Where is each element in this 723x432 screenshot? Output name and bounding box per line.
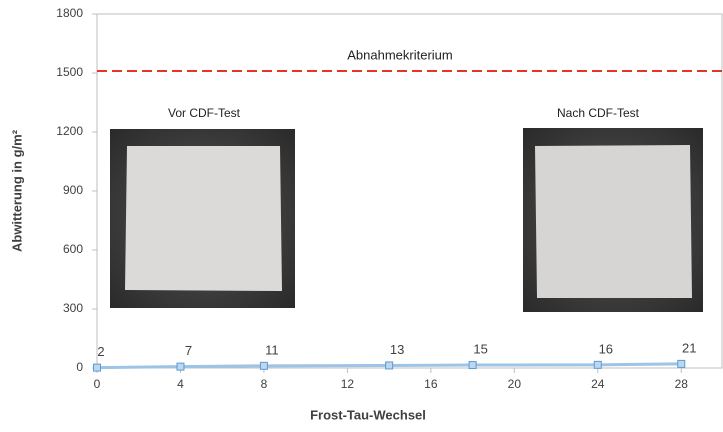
chart: Frost-Tau-Wechsel Abwitterung in g/m² 0 3… xyxy=(0,0,723,432)
y-axis-title: Abwitterung in g/m² xyxy=(9,129,24,252)
data-label: 21 xyxy=(682,340,696,355)
x-tick-label: 28 xyxy=(675,377,689,391)
point xyxy=(678,360,685,367)
x-tick-label: 8 xyxy=(261,377,268,391)
data-label: 2 xyxy=(97,344,104,359)
photo-label: Nach CDF-Test xyxy=(557,106,640,120)
y-tick-label: 0 xyxy=(76,360,83,374)
y-tick-label: 300 xyxy=(63,301,83,315)
point xyxy=(594,361,601,368)
data-label: 16 xyxy=(599,341,613,356)
data-label: 13 xyxy=(390,342,404,357)
y-tick-label: 900 xyxy=(63,183,83,197)
photo-label: Vor CDF-Test xyxy=(168,106,241,120)
point xyxy=(469,362,476,369)
x-tick-label: 12 xyxy=(341,377,355,391)
point xyxy=(177,363,184,370)
point xyxy=(94,364,101,371)
photo-before xyxy=(110,129,295,308)
photo-after xyxy=(523,128,703,312)
y-tick-label: 1500 xyxy=(56,65,83,79)
data-label: 15 xyxy=(473,341,487,356)
data-label: 7 xyxy=(185,343,192,358)
y-tick-label: 1800 xyxy=(56,6,83,20)
x-tick-label: 0 xyxy=(94,377,101,391)
x-tick-label: 24 xyxy=(591,377,605,391)
x-tick-label: 16 xyxy=(424,377,438,391)
reference-label: Abnahmekriterium xyxy=(347,47,453,62)
x-tick-label: 20 xyxy=(508,377,522,391)
y-tick-label: 1200 xyxy=(56,124,83,138)
x-tick-label: 4 xyxy=(177,377,184,391)
data-label: 11 xyxy=(265,342,279,357)
point xyxy=(260,362,267,369)
x-axis-title: Frost-Tau-Wechsel xyxy=(310,407,426,422)
y-tick-label: 600 xyxy=(63,242,83,256)
point xyxy=(386,362,393,369)
